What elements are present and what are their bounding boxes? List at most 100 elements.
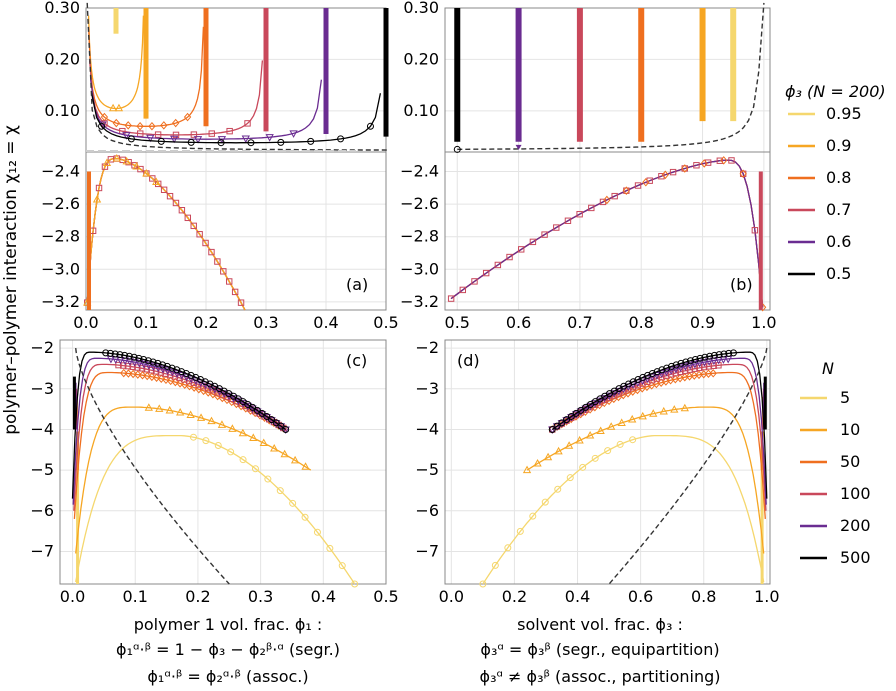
data-marker (554, 485, 562, 493)
data-marker (739, 169, 747, 179)
data-marker (159, 361, 167, 369)
panel-d: 0.0 0.2 0.4 0.6 0.8 1.0 −2 −3 −4 −5 −6 −7 (d) (415, 338, 779, 606)
x-axis-label-right-2: ϕ₃ᵅ = ϕ₃ᵝ (segr., equipartition) (480, 640, 719, 659)
data-marker (196, 231, 203, 238)
y-tick-label: 0.30 (44, 0, 80, 17)
data-marker (258, 409, 266, 417)
data-marker (716, 157, 724, 164)
data-marker (681, 164, 689, 173)
data-marker (125, 358, 134, 366)
data-marker (202, 239, 209, 247)
y-tick-label: −3.0 (41, 259, 80, 278)
data-marker (157, 137, 165, 145)
data-marker (453, 145, 461, 153)
data-marker (471, 278, 478, 285)
panel-frame (444, 339, 771, 585)
data-marker (301, 513, 309, 521)
data-marker (553, 224, 560, 231)
data-marker (681, 363, 690, 371)
data-marker (152, 373, 161, 382)
data-marker (280, 449, 289, 458)
data-marker (163, 367, 172, 375)
data-marker (237, 299, 245, 306)
data-marker (102, 158, 112, 167)
data-marker (751, 227, 759, 234)
data-marker (165, 405, 174, 414)
y-tick-label: 0.20 (403, 49, 439, 68)
series-line-0.6 (89, 79, 323, 140)
data-marker (686, 366, 694, 373)
data-marker (506, 253, 513, 261)
data-marker (661, 170, 669, 180)
data-marker (653, 375, 660, 382)
y-tick-label: −2.8 (400, 227, 439, 246)
data-marker (494, 261, 502, 269)
x-tick-label: 1.0 (751, 313, 776, 332)
data-marker (144, 362, 153, 370)
data-marker (152, 177, 161, 186)
data-marker (130, 353, 138, 361)
data-marker (663, 372, 670, 379)
legend-N-label: 50 (840, 452, 860, 471)
data-marker (541, 231, 548, 238)
data-marker (122, 156, 131, 165)
data-marker (196, 413, 206, 421)
data-marker (106, 349, 114, 357)
x-tick-label: 0.1 (133, 313, 158, 332)
x-axis-label-right-1: solvent vol. frac. ϕ₃ : (517, 615, 683, 634)
data-marker (143, 366, 150, 373)
data-marker (671, 365, 681, 374)
x-axis-label-left-2: ϕ₁ᵅ·ᵝ = 1 − ϕ₃ − ϕ₂ᵝ·ᵅ (segr.) (116, 640, 340, 659)
data-marker (173, 366, 181, 374)
data-marker (167, 376, 175, 386)
data-marker (644, 371, 652, 379)
series-line-N-5 (482, 434, 765, 585)
y-tick-label: −2.4 (41, 162, 80, 181)
data-marker (669, 168, 677, 176)
series-line-N-50 (551, 371, 766, 519)
data-marker (125, 352, 133, 360)
data-marker (715, 351, 723, 359)
data-marker (313, 528, 321, 536)
data-marker (160, 186, 168, 193)
x-tick-label: 0.1 (123, 587, 148, 606)
data-marker (572, 409, 580, 417)
legend-N-title: N (822, 359, 834, 378)
data-marker (132, 161, 141, 170)
data-marker (677, 368, 684, 376)
panel-frame (444, 7, 771, 311)
data-marker (137, 130, 144, 137)
data-marker (208, 248, 215, 256)
data-marker (267, 416, 275, 424)
y-tick-label: −2 (415, 338, 439, 357)
data-marker (168, 364, 176, 372)
y-tick-label: −3.2 (41, 292, 80, 311)
x-tick-label: 0.6 (628, 587, 653, 606)
assoc-curve (450, 159, 764, 308)
data-marker (504, 544, 512, 552)
data-marker (667, 371, 675, 378)
data-marker (122, 132, 131, 140)
data-marker (682, 358, 690, 366)
data-marker (516, 527, 524, 535)
data-marker (231, 288, 239, 296)
data-marker (629, 436, 637, 444)
x-tick-label: 0.0 (73, 313, 98, 332)
data-marker (642, 177, 650, 187)
y-tick-label: −6 (415, 501, 439, 520)
data-marker (491, 561, 499, 569)
data-marker (529, 512, 537, 520)
data-marker (125, 158, 132, 166)
data-marker (447, 295, 455, 302)
data-marker (543, 452, 553, 461)
data-marker (170, 135, 179, 144)
data-marker (149, 358, 157, 366)
data-marker (337, 135, 345, 143)
data-marker (95, 184, 103, 192)
data-marker (244, 120, 251, 127)
x-tick-label: 0.0 (439, 587, 464, 606)
y-tick-label: −7 (415, 541, 439, 560)
legend-phi3-label: 0.9 (826, 136, 851, 155)
data-marker (515, 144, 522, 150)
assoc-curve (450, 159, 764, 308)
